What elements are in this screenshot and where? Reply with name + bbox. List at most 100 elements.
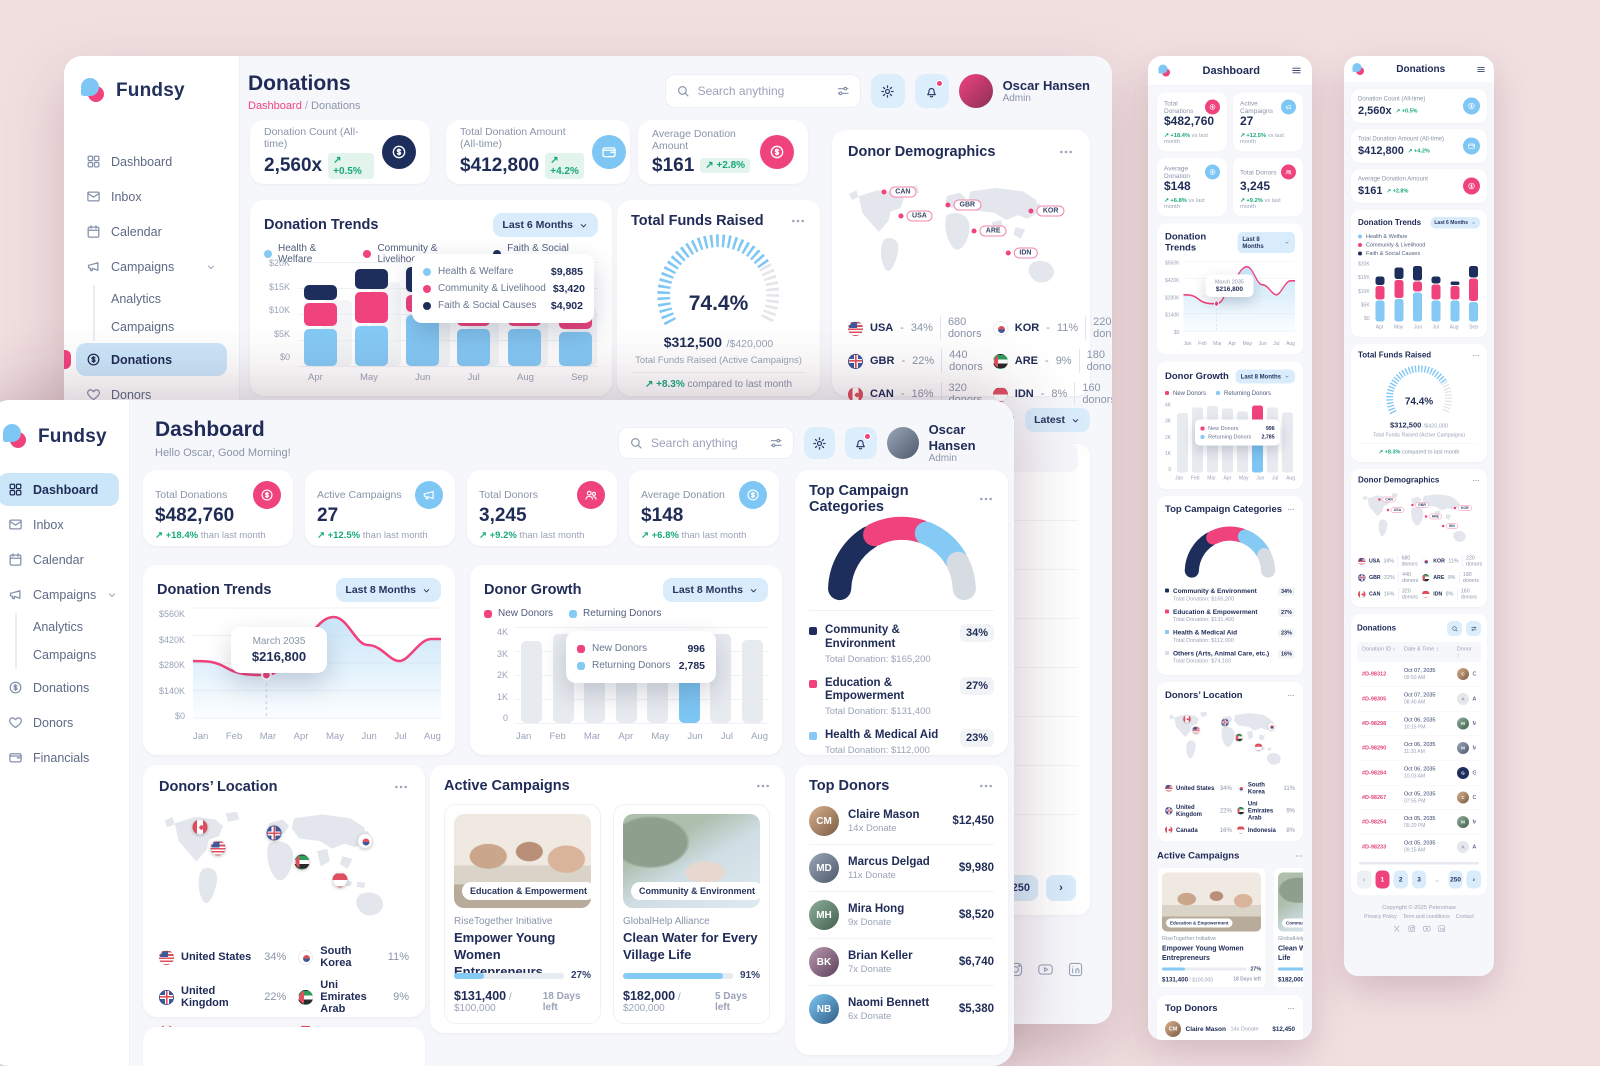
sidebar-item-dashboard[interactable]: Dashboard [76,145,227,178]
more-options-icon[interactable] [978,491,994,507]
linkedin-icon[interactable] [1437,924,1446,933]
bar-may[interactable] [355,269,388,366]
category-row[interactable]: Education & Empowerment Total Donation: $… [1165,605,1295,626]
filter-sliders-icon[interactable] [769,436,783,450]
linkedin-icon[interactable] [1067,961,1084,978]
category-row[interactable]: Education & Empowerment Total Donation: $… [809,671,994,724]
youtube-icon[interactable] [1037,961,1054,978]
map-pin-usa[interactable]: USA [898,210,933,222]
sidebar-item-calendar[interactable]: Calendar [76,215,227,248]
sidebar-item-financials[interactable]: Financials [0,741,119,774]
table-filter-button[interactable] [1466,621,1481,636]
settings-button[interactable] [870,74,905,108]
donor-row[interactable]: MH Mira Hong 9x Donate $8,520 [809,892,994,939]
prev-page-button[interactable]: ‹ [1356,870,1372,889]
youtube-icon[interactable] [1422,924,1431,933]
category-row[interactable]: Health & Medical Aid Total Donation: $112… [1165,626,1295,647]
sidebar-item-inbox[interactable]: Inbox [76,180,227,213]
sidebar-item-analytics[interactable]: Analytics [111,292,162,306]
category-row[interactable]: Community & Environment Total Donation: $… [809,618,994,671]
next-page-button[interactable]: › [1046,875,1076,901]
settings-button[interactable] [804,427,836,460]
donor-row[interactable]: CM Claire Mason 14x Donate $12,450 [1165,1017,1295,1040]
range-dropdown[interactable]: Last 8 Months [336,578,441,602]
campaign-card[interactable]: Community & Environment GlobalHelp Allia… [613,804,770,1024]
sidebar-item-campaigns[interactable]: Campaigns [0,578,119,611]
map-flag-uae[interactable] [294,854,310,870]
donor-row[interactable]: NB Naomi Bennett 6x Donate $5,380 [809,986,994,1032]
range-dropdown[interactable]: Last 6 Months [493,213,598,237]
campaign-card[interactable]: Education & Empowerment RiseTogether Ini… [444,804,601,1024]
map-pin-can[interactable]: CAN [881,186,917,198]
more-options-icon[interactable] [755,778,771,794]
map-pin-idn[interactable]: IDN [1005,247,1038,259]
donor-row[interactable]: BK Brian Keller 7x Donate $6,740 [809,939,994,986]
page-button[interactable]: 250 [1448,870,1463,889]
category-row[interactable]: Others (Arts, Animal Care, etc.)Total Do… [1165,646,1295,667]
scrollbar[interactable] [1359,861,1479,865]
donor-row[interactable]: CM Claire Mason 14x Donate $12,450 [809,798,994,845]
map-pin-are[interactable]: ARE [971,225,1007,237]
sort-dropdown[interactable]: Latest [1025,408,1090,432]
filter-sliders-icon[interactable] [836,84,850,98]
next-page-button[interactable]: › [1466,870,1482,889]
map-flag-usa[interactable] [210,840,226,856]
campaign-card[interactable]: Education & Empowerment RiseTogether Ini… [1157,867,1266,988]
sidebar-item-donors[interactable]: Donors [0,706,119,739]
sidebar-item-inbox[interactable]: Inbox [0,508,119,541]
range-dropdown[interactable]: Last 8 Months [1237,232,1295,253]
range-dropdown[interactable]: Last 8 Months [1235,369,1295,384]
table-search-button[interactable] [1447,621,1462,636]
sidebar-item-donations[interactable]: Donations [0,671,119,704]
search-input[interactable] [697,84,808,98]
sidebar-item-donors[interactable]: Donors [76,378,227,411]
breadcrumb-dashboard[interactable]: Dashboard [248,100,302,112]
sidebar-item-donations[interactable]: Donations [64,343,227,376]
bar-jan[interactable] [521,641,542,723]
more-options-icon[interactable] [1058,144,1074,160]
sidebar-item-campaigns[interactable]: Campaigns [76,250,227,283]
sidebar-item-calendar[interactable]: Calendar [0,543,119,576]
map-flag-korea[interactable] [357,833,373,849]
x-twitter-icon[interactable] [1392,924,1401,933]
search-input[interactable] [651,436,761,451]
range-dropdown[interactable]: Last 8 Months [663,578,768,602]
more-options-icon[interactable] [393,779,409,795]
sidebar-item-campaigns-sub[interactable]: Campaigns [111,320,175,334]
bar-aug[interactable] [741,640,763,723]
map-flag-canada[interactable] [192,819,208,835]
page-button[interactable]: 2 [1393,870,1408,889]
map-flag-uk[interactable] [266,825,282,841]
page-button[interactable]: 3 [1411,870,1427,889]
page-button[interactable]: 1 [1375,870,1390,889]
map-flag-indonesia[interactable] [332,872,348,888]
sidebar-item-analytics[interactable]: Analytics [33,620,84,634]
notifications-button[interactable] [845,427,877,460]
category-row[interactable]: Health & Medical Aid Total Donation: $112… [809,723,994,762]
instagram-icon[interactable] [1407,924,1416,933]
map-pin-kor[interactable]: KOR [1028,205,1065,217]
privacy-policy-link[interactable]: Privacy Policy [1364,913,1397,920]
donor-row[interactable]: MD Marcus Delgad 11x Donate $9,980 [809,845,994,892]
notifications-button[interactable] [914,74,949,108]
hamburger-menu-icon[interactable] [1476,64,1486,74]
range-dropdown[interactable]: Last 6 Months [1430,217,1480,229]
campaign-card[interactable]: Community & Environment GlobalHelp Allia… [1273,867,1303,988]
more-options-icon[interactable] [790,213,806,229]
hamburger-menu-icon[interactable] [1291,65,1302,76]
sidebar-item-campaigns-sub[interactable]: Campaigns [33,648,97,662]
more-options-icon[interactable] [978,778,994,794]
sidebar-item-dashboard[interactable]: Dashboard [0,473,119,506]
category-row[interactable]: Community & Environment Total Donation: $… [1165,584,1295,605]
user-avatar[interactable] [886,427,919,460]
terms-link[interactable]: Term and conditions [1402,913,1450,920]
contact-link[interactable]: Contact [1455,913,1474,920]
